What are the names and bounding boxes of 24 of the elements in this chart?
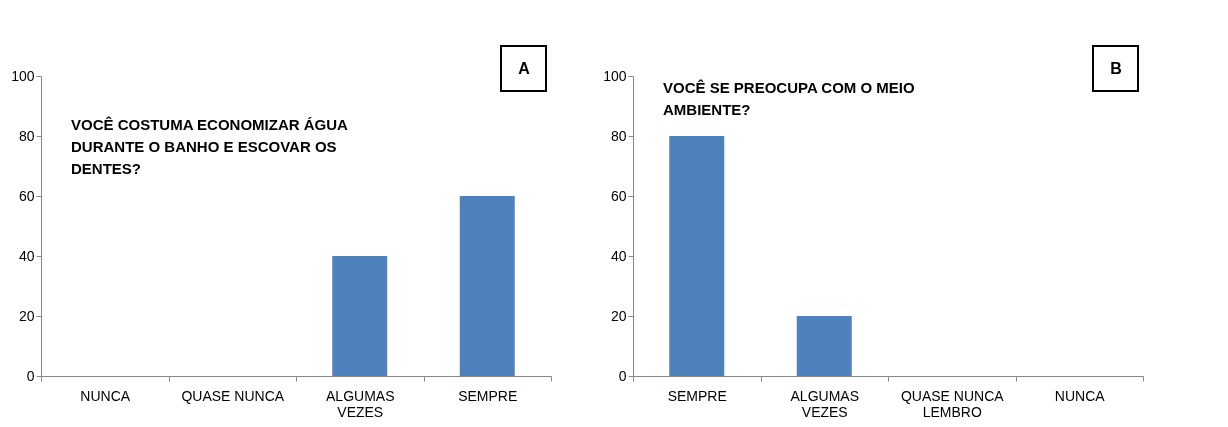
y-tick-label: 20 [18,307,35,324]
y-tick-label: 100 [603,67,627,84]
text: VOCÊ COSTUMA ECONOMIZAR ÁGUA DURANTE O BANHO E ESCOVAR OS DENTES? [71,116,349,177]
x-tick-label: QUASE NUNCA LEMBRO [900,387,1005,420]
y-tick-label: 100 [11,67,35,84]
y-tick-label: 20 [610,307,627,324]
y-tick-label: 40 [18,247,35,264]
annotation: B [1110,60,1122,77]
y-tick-label: 40 [610,247,627,264]
text: VOCÊ SE PREOCUPA COM O MEIO AMBIENTE? [663,79,916,118]
y-tick-label: 0 [618,367,627,384]
x-tick-label: SEMPRE [458,387,518,404]
y-tick-label: 60 [610,187,627,204]
x-tick-label: NUNCA [1054,387,1106,404]
x-tick-label: QUASE NUNCA [181,387,285,404]
annotation: A [518,60,531,77]
y-tick-label: 0 [26,367,35,384]
y-tick-label: 60 [18,187,35,204]
x-tick-label: NUNCA [80,387,131,404]
y-tick-label: 80 [18,127,35,144]
y-tick-label: 80 [610,127,627,144]
x-tick-label: ALGUMAS VEZES [790,387,859,420]
x-tick-label: SEMPRE [667,387,727,404]
x-tick-label: ALGUMAS VEZES [326,387,395,420]
